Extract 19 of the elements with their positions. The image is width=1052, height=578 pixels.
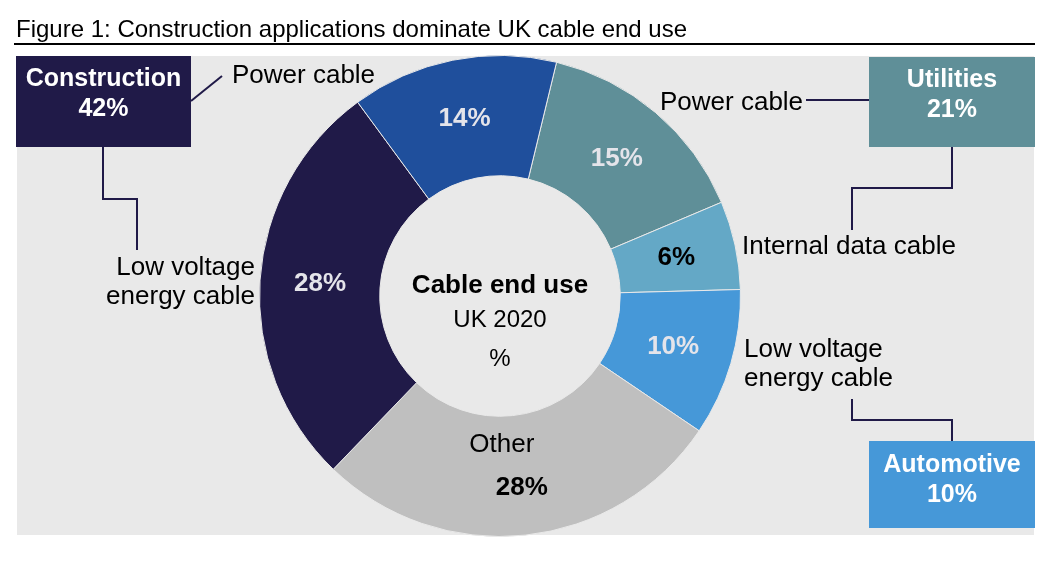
text: % (488, 343, 512, 373)
text: Construction 42% (16, 56, 191, 147)
data-label: 10% (647, 329, 700, 360)
chart-title: Figure 1: Construction applications dominate UK cable end use (14, 15, 1035, 45)
slice-label: Low voltage energy cable (744, 333, 894, 392)
data-label: 6% (657, 240, 696, 271)
slice-label: Low voltage energy cable (105, 251, 255, 310)
text: Cable end use (410, 268, 590, 300)
slice-label: Power cable (232, 59, 377, 89)
data-label: 15% (590, 141, 643, 172)
slice-label: Other (469, 427, 535, 458)
text: Utilities 21% (869, 57, 1035, 147)
slice-label: Internal data cable (742, 230, 957, 260)
text: UK 2020 (452, 304, 548, 334)
data-label: 28% (294, 267, 347, 298)
data-label: 14% (438, 102, 491, 133)
slice-label: Power cable (660, 86, 805, 116)
text: Automotive 10% (869, 441, 1035, 528)
data-label: 28% (495, 470, 548, 501)
